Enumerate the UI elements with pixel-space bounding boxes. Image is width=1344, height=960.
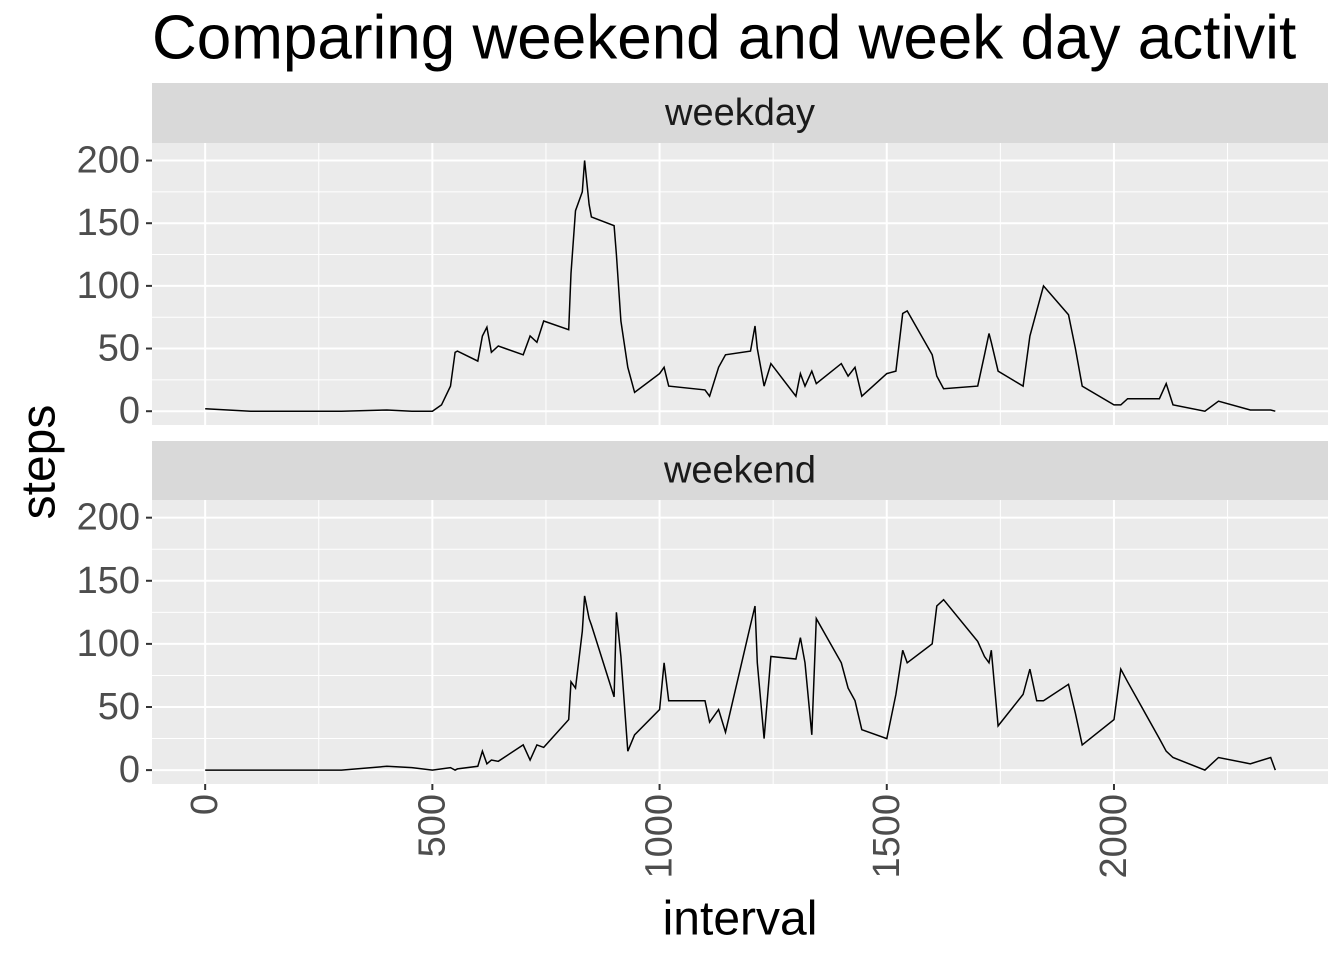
panel <box>152 143 1328 425</box>
y-axis-title: steps <box>13 405 66 520</box>
x-tick-label: 1500 <box>866 794 908 879</box>
strip <box>152 83 1328 143</box>
x-tick-label: 2000 <box>1093 794 1135 879</box>
strip-label: weekday <box>664 92 815 134</box>
line <box>205 595 1277 771</box>
chart-title: Comparing weekend and week day activit <box>152 3 1296 72</box>
x-tick-label: 1000 <box>639 794 681 879</box>
y-tick-label: 100 <box>77 623 140 665</box>
y-tick-label: 0 <box>119 390 140 432</box>
y-tick-label: 200 <box>77 140 140 182</box>
y-tick-label: 50 <box>98 686 140 728</box>
x-tick-label: 0 <box>184 794 226 815</box>
x-tick-label: 500 <box>411 794 453 857</box>
x-axis-title: interval <box>663 893 818 946</box>
y-tick-label: 50 <box>98 328 140 370</box>
y-tick-label: 100 <box>77 265 140 307</box>
line <box>205 160 1276 412</box>
y-tick-label: 150 <box>77 560 140 602</box>
panel <box>152 500 1328 784</box>
strip-label: weekend <box>663 450 816 492</box>
strip <box>152 441 1328 500</box>
y-tick-label: 150 <box>77 202 140 244</box>
y-tick-label: 200 <box>77 497 140 539</box>
y-tick-label: 0 <box>119 749 140 791</box>
